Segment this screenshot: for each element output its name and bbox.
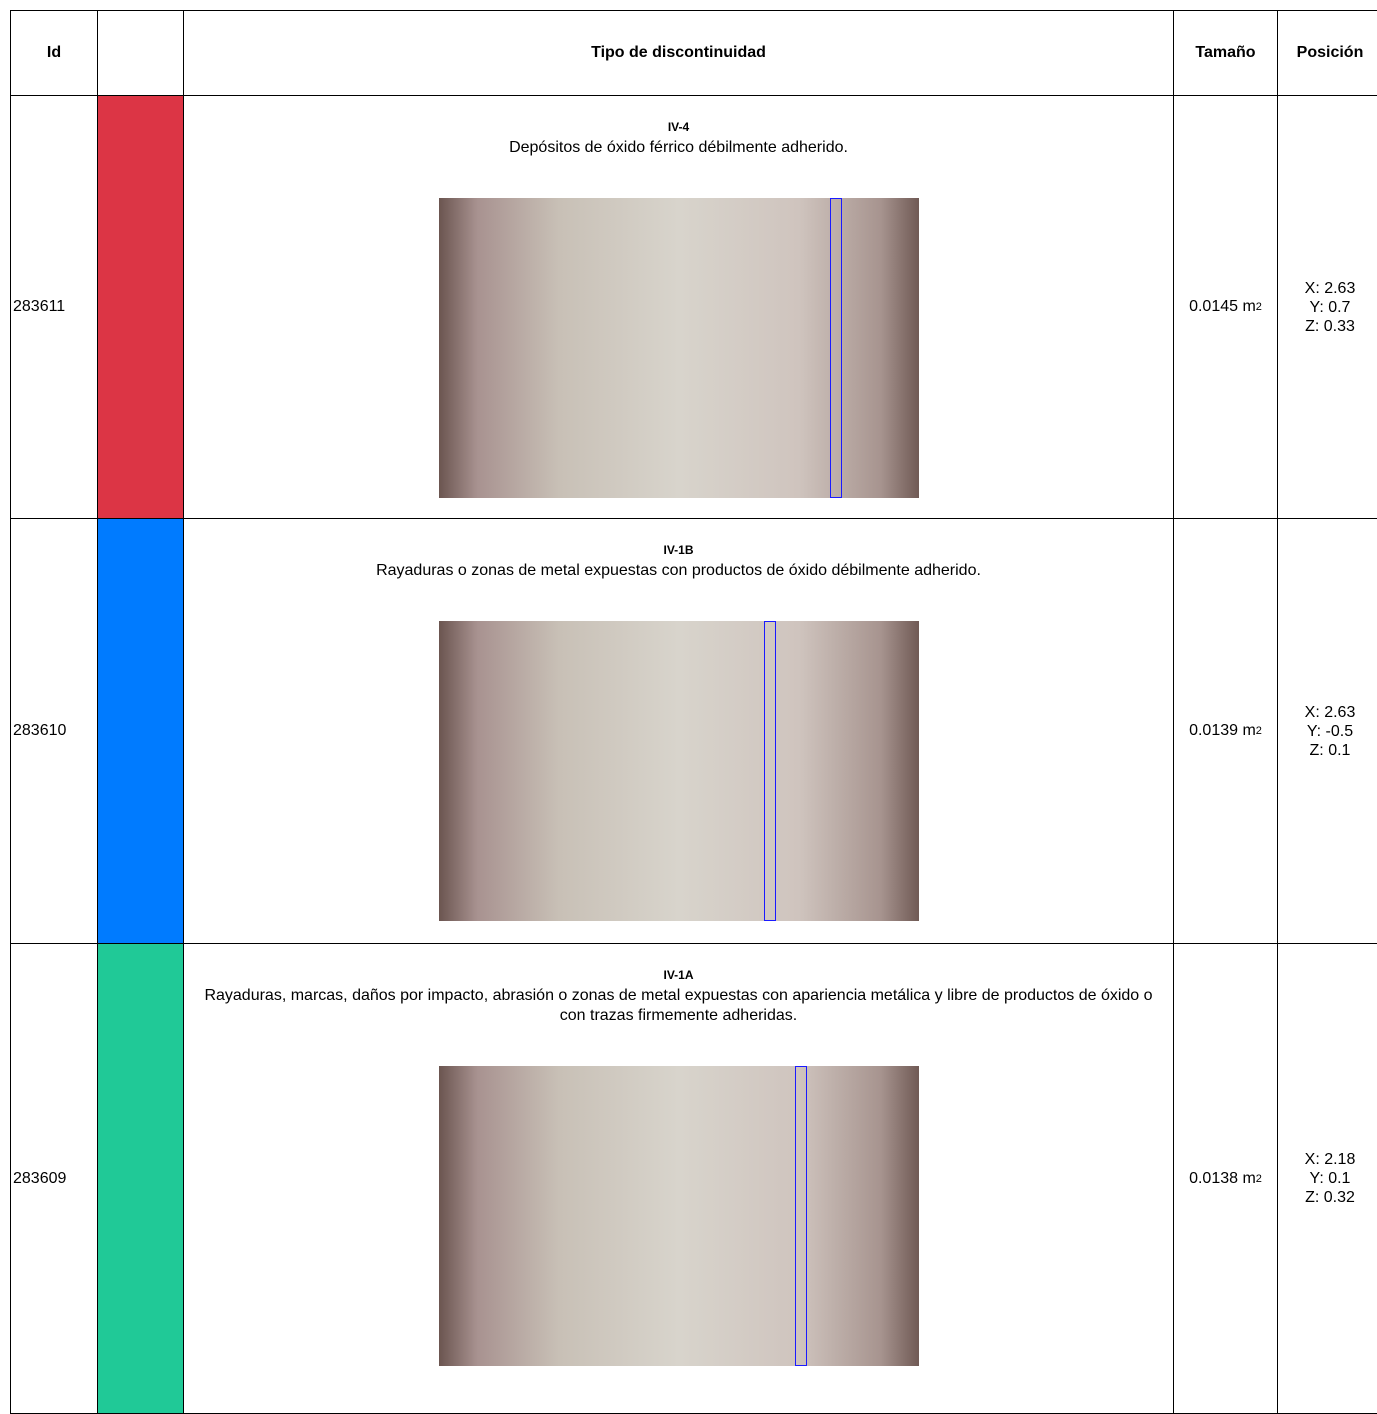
position-cell: X: 2.63 Y: -0.5 Z: 0.1 (1277, 518, 1377, 944)
id-cell: 283611 (10, 95, 98, 519)
description: Rayaduras o zonas de metal expuestas con… (376, 562, 981, 579)
header-cell: Posición (1277, 10, 1377, 96)
size: 0.0145 m (1189, 298, 1256, 315)
position-cell: X: 2.63 Y: 0.7 Z: 0.33 (1277, 95, 1377, 519)
coordinate: Y: 0.1 (1309, 1170, 1351, 1187)
highlight (829, 198, 842, 498)
photo (438, 621, 919, 921)
description: Depósitos de óxido férrico débilmente ad… (509, 139, 848, 156)
color-swatch (97, 95, 184, 519)
id-cell: 283609 (10, 943, 98, 1414)
coordinate: Z: 0.1 (1309, 741, 1351, 759)
header-cell (97, 10, 184, 96)
size-exponent: 2 (1255, 301, 1262, 313)
header-cell: Tipo de discontinuidad (183, 10, 1174, 96)
description: Rayaduras, marcas, daños por impacto, ab… (204, 987, 1153, 1024)
highlight (794, 1066, 807, 1366)
position-cell: X: 2.18 Y: 0.1 Z: 0.32 (1277, 943, 1377, 1414)
id-cell: 283610 (10, 518, 98, 944)
coordinate: X: 2.63 (1304, 279, 1356, 297)
position: X: 2.18 Y: 0.1 Z: 0.32 (1305, 1150, 1356, 1207)
coordinate: Z: 0.32 (1305, 1189, 1355, 1206)
code: IV-1A (663, 968, 694, 982)
coordinate: Z: 0.33 (1305, 317, 1355, 335)
description-cell: IV-1B Rayaduras o zonas de metal expuesta… (183, 518, 1174, 944)
code: IV-1B (663, 543, 694, 557)
code: IV-4 (667, 120, 690, 134)
position: X: 2.63 Y: -0.5 Z: 0.1 (1305, 703, 1356, 760)
highlight (763, 621, 776, 921)
size: 0.0138 m (1189, 1169, 1256, 1187)
size: 0.0139 m (1189, 722, 1256, 739)
size-exponent: 2 (1255, 725, 1262, 737)
coordinate: Y: 0.7 (1309, 298, 1351, 316)
header-cell: Id (10, 10, 98, 96)
photo (438, 1066, 919, 1366)
header-cell: Tamaño (1173, 10, 1278, 96)
description-cell: IV-4 Depósitos de óxido férrico débilment… (183, 95, 1174, 519)
position: X: 2.63 Y: 0.7 Z: 0.33 (1305, 279, 1356, 336)
coordinate: Y: -0.5 (1306, 722, 1354, 740)
description-cell: IV-1A Rayaduras, marcas, daños por impact… (183, 943, 1174, 1414)
photo (438, 198, 919, 498)
size-exponent: 2 (1255, 1172, 1262, 1185)
coordinate: X: 2.18 (1304, 1151, 1356, 1168)
color-swatch (97, 943, 184, 1414)
color-swatch (97, 518, 184, 944)
coordinate: X: 2.63 (1304, 703, 1356, 721)
